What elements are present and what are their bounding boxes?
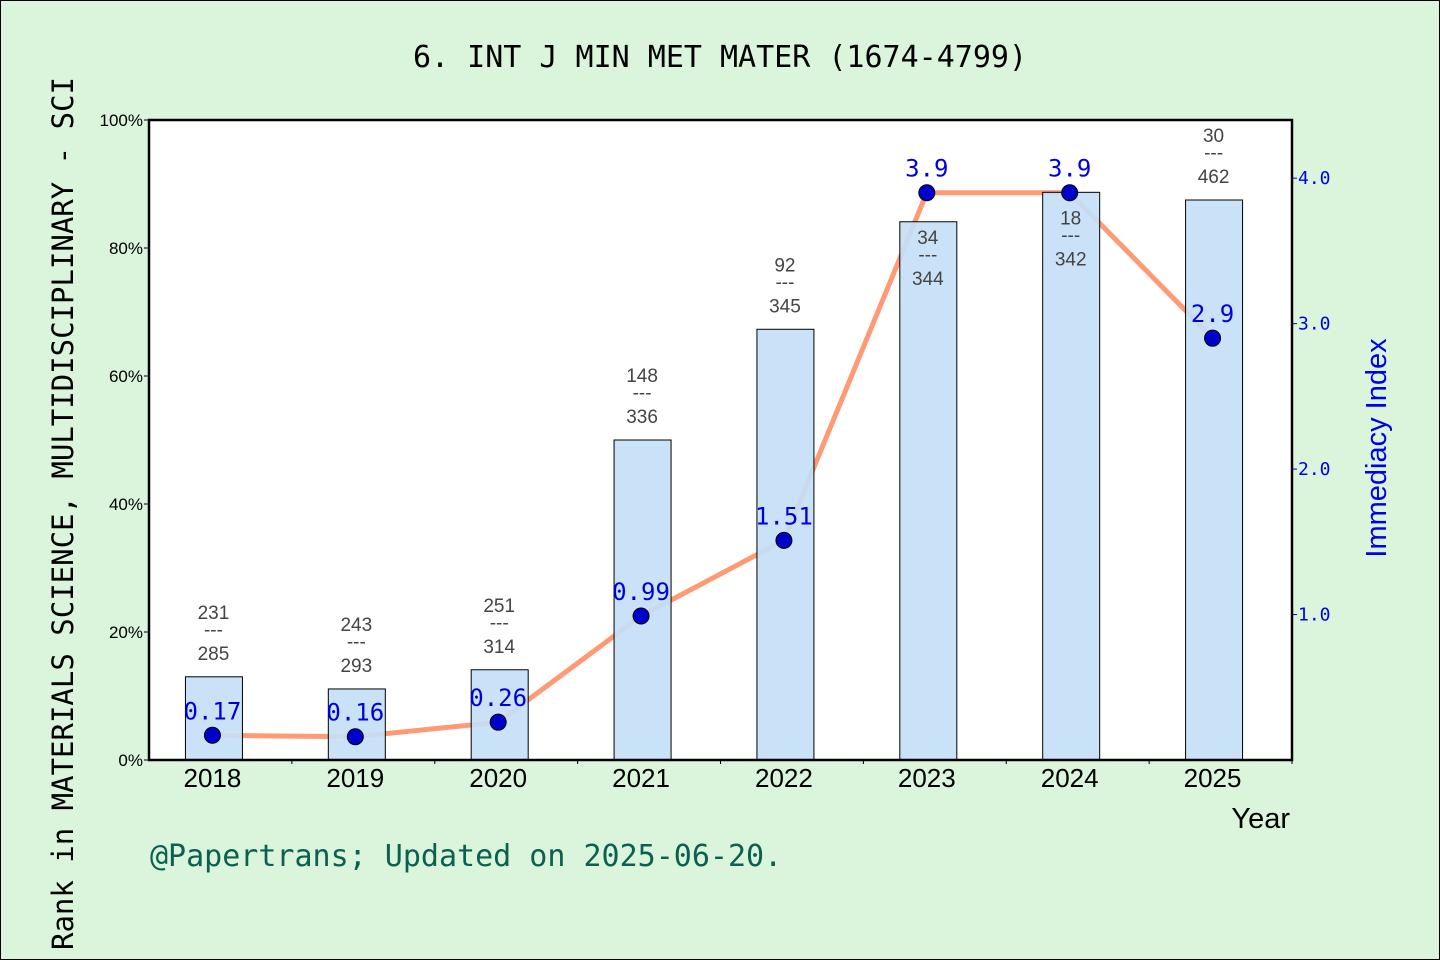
total-label: 285 (198, 644, 230, 665)
y-tick-label: 60% (109, 367, 143, 386)
immediacy-point (346, 728, 364, 746)
y2-tick-label: 2.0 (1298, 459, 1331, 480)
immediacy-point (632, 607, 650, 625)
y-axis-label: Rank in MATERIALS SCIENCE, MULTIDISCIPLI… (46, 77, 80, 950)
immediacy-value-label: 2.9 (1191, 300, 1234, 328)
immediacy-point (918, 184, 936, 202)
total-label: 342 (1055, 250, 1087, 271)
immediacy-value-label: 0.99 (612, 578, 670, 606)
rank-bar (613, 439, 672, 761)
rank-label: 243 (340, 615, 372, 636)
rank-separator: --- (775, 272, 794, 293)
total-label: 314 (483, 637, 515, 658)
rank-separator: --- (1061, 226, 1080, 247)
plot-border (147, 118, 1294, 762)
total-label: 336 (626, 407, 658, 428)
x-axis-label: Year (1231, 803, 1290, 835)
rank-label: 30 (1203, 126, 1224, 147)
plot-area (149, 120, 1292, 760)
y-tick-label: 20% (109, 623, 143, 642)
rank-separator: --- (918, 245, 937, 266)
immediacy-point (489, 713, 507, 731)
y-tick-label: 40% (109, 495, 143, 514)
immediacy-point (203, 726, 221, 744)
immediacy-value-label: 3.9 (905, 155, 948, 183)
total-label: 344 (912, 269, 944, 290)
x-tick-label: 2018 (184, 763, 242, 793)
rank-label: 92 (774, 255, 795, 276)
rank-separator: --- (490, 613, 509, 634)
x-tick-label: 2021 (612, 763, 670, 793)
rank-label: 231 (198, 603, 230, 624)
rank-bar (1042, 191, 1101, 761)
x-tick-label: 2019 (326, 763, 384, 793)
rank-bar (1185, 199, 1244, 761)
y2-tick-label: 4.0 (1298, 168, 1331, 189)
immediacy-value-label: 1.51 (755, 502, 813, 530)
immediacy-value-label: 3.9 (1048, 155, 1091, 183)
y-tick-label: 100% (100, 111, 143, 130)
rank-label: 34 (917, 228, 939, 249)
rank-separator: --- (347, 632, 366, 653)
y-tick-label: 0% (118, 751, 143, 770)
y2-tick-label: 3.0 (1298, 314, 1331, 335)
immediacy-point (1204, 329, 1222, 347)
rank-label: 251 (483, 596, 515, 617)
x-tick-label: 2025 (1184, 763, 1242, 793)
y2-tick-label: 1.0 (1298, 605, 1331, 626)
y-tick-label: 80% (109, 239, 143, 258)
rank-separator: --- (633, 383, 652, 404)
immediacy-point (775, 531, 793, 549)
total-label: 462 (1198, 167, 1230, 188)
y2-axis-label: Immediacy Index (1361, 338, 1393, 558)
rank-label: 148 (626, 366, 658, 387)
rank-separator: --- (1204, 143, 1223, 164)
immediacy-point (1061, 184, 1079, 202)
immediacy-value-label: 0.26 (469, 684, 527, 712)
x-tick-label: 2024 (1041, 763, 1099, 793)
x-tick-label: 2022 (755, 763, 813, 793)
chart-title: 6. INT J MIN MET MATER (1674-4799) (413, 40, 1027, 75)
footer-credit: @Papertrans; Updated on 2025-06-20. (150, 839, 782, 874)
immediacy-value-label: 0.17 (184, 697, 242, 725)
x-tick-label: 2020 (469, 763, 527, 793)
x-tick-label: 2023 (898, 763, 956, 793)
rank-separator: --- (204, 620, 223, 641)
rank-label: 18 (1060, 209, 1081, 230)
total-label: 345 (769, 296, 801, 317)
total-label: 293 (340, 656, 372, 677)
rank-bar (899, 221, 958, 761)
immediacy-value-label: 0.16 (326, 699, 384, 727)
